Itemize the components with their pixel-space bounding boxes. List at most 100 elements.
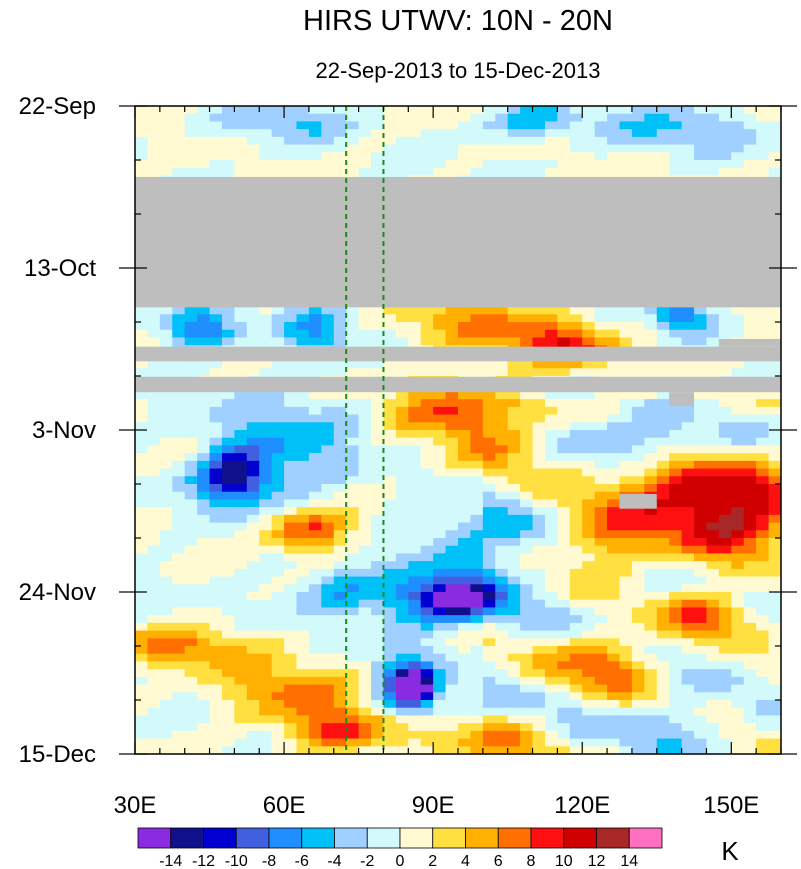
heatmap-cell: [557, 406, 571, 416]
heatmap-cell: [656, 337, 670, 346]
heatmap-cell: [669, 661, 683, 670]
heatmap-cell: [308, 700, 322, 709]
heatmap-cell: [731, 746, 745, 754]
heatmap-cell: [756, 306, 770, 315]
heatmap-cell: [507, 723, 521, 732]
heatmap-cell: [557, 113, 571, 123]
heatmap-cell: [669, 484, 683, 493]
heatmap-cell: [694, 360, 708, 369]
heatmap-cell: [209, 136, 223, 146]
heatmap-cell: [594, 422, 608, 431]
heatmap-cell: [271, 160, 285, 169]
heatmap-cell: [221, 746, 235, 754]
heatmap-cell: [408, 584, 422, 593]
heatmap-cell: [147, 553, 161, 562]
heatmap-cell: [520, 476, 534, 485]
heatmap-cell: [259, 360, 273, 369]
heatmap-cell: [346, 167, 360, 177]
heatmap-cell: [184, 306, 198, 315]
heatmap-cell: [756, 360, 770, 369]
heatmap-cell: [718, 167, 732, 177]
heatmap-cell: [284, 530, 298, 539]
heatmap-cell: [569, 630, 583, 639]
heatmap-cell: [482, 399, 496, 408]
heatmap-cell: [731, 499, 745, 508]
heatmap-cell: [184, 568, 198, 578]
heatmap-cell: [383, 360, 397, 369]
heatmap-cell: [333, 144, 347, 153]
heatmap-cell: [631, 507, 645, 516]
heatmap-cell: [594, 106, 608, 115]
heatmap-cell: [308, 545, 322, 555]
heatmap-cell: [569, 545, 583, 555]
heatmap-cell: [408, 638, 422, 647]
heatmap-cell: [619, 136, 633, 146]
heatmap-cell: [159, 723, 173, 732]
heatmap-cell: [669, 607, 683, 616]
heatmap-cell: [694, 692, 708, 701]
heatmap-cell: [433, 584, 447, 593]
heatmap-cell: [308, 322, 322, 331]
heatmap-cell: [681, 522, 695, 531]
heatmap-cell: [259, 538, 273, 547]
heatmap-cell: [221, 484, 235, 493]
heatmap-cell: [159, 484, 173, 493]
heatmap-cell: [694, 445, 708, 454]
heatmap-cell: [520, 599, 534, 609]
colorbar-label: 8: [527, 853, 536, 869]
heatmap-cell: [520, 368, 534, 377]
heatmap-cell: [371, 491, 385, 501]
heatmap-cell: [557, 507, 571, 516]
heatmap-cell: [209, 730, 223, 740]
heatmap-cell: [197, 491, 211, 501]
heatmap-cell: [234, 584, 248, 593]
heatmap-cell: [271, 715, 285, 724]
heatmap-cell: [147, 491, 161, 501]
heatmap-cell: [408, 430, 422, 439]
heatmap-cell: [669, 568, 683, 578]
heatmap-cell: [259, 545, 273, 555]
heatmap-cell: [308, 167, 322, 177]
heatmap-cell: [756, 322, 770, 331]
heatmap-cell: [495, 669, 509, 678]
heatmap-cell: [135, 630, 149, 639]
heatmap-cell: [172, 514, 186, 524]
heatmap-cell: [768, 460, 781, 470]
heatmap-cell: [135, 530, 149, 539]
heatmap-cell: [756, 522, 770, 531]
heatmap-cell: [234, 615, 248, 624]
heatmap-cell: [284, 646, 298, 655]
heatmap-cell: [395, 468, 409, 477]
heatmap-cell: [209, 484, 223, 493]
heatmap-cell: [694, 561, 708, 570]
colorbar-swatch: [137, 827, 172, 849]
heatmap-cell: [184, 669, 198, 678]
heatmap-cell: [172, 715, 186, 724]
heatmap-cell: [246, 406, 260, 416]
heatmap-cell: [582, 329, 596, 339]
heatmap-cell: [607, 430, 621, 439]
heatmap-cell: [669, 476, 683, 485]
heatmap-cell: [346, 738, 360, 747]
heatmap-cell: [371, 700, 385, 709]
heatmap-cell: [234, 545, 248, 555]
heatmap-cell: [656, 723, 670, 732]
heatmap-cell: [395, 476, 409, 485]
heatmap-cell: [445, 430, 459, 439]
heatmap-cell: [731, 538, 745, 547]
heatmap-cell: [544, 152, 558, 161]
heatmap-cell: [458, 406, 472, 416]
heatmap-cell: [507, 638, 521, 647]
heatmap-cell: [445, 738, 459, 747]
heatmap-cell: [209, 553, 223, 562]
heatmap-cell: [557, 538, 571, 547]
heatmap-cell: [371, 707, 385, 717]
heatmap-cell: [346, 437, 360, 447]
heatmap-cell: [308, 399, 322, 408]
heatmap-cell: [607, 607, 621, 616]
heatmap-cell: [544, 414, 558, 423]
heatmap-cell: [569, 746, 583, 754]
heatmap-cell: [532, 530, 546, 539]
heatmap-cell: [420, 530, 434, 539]
heatmap-cell: [644, 584, 658, 593]
